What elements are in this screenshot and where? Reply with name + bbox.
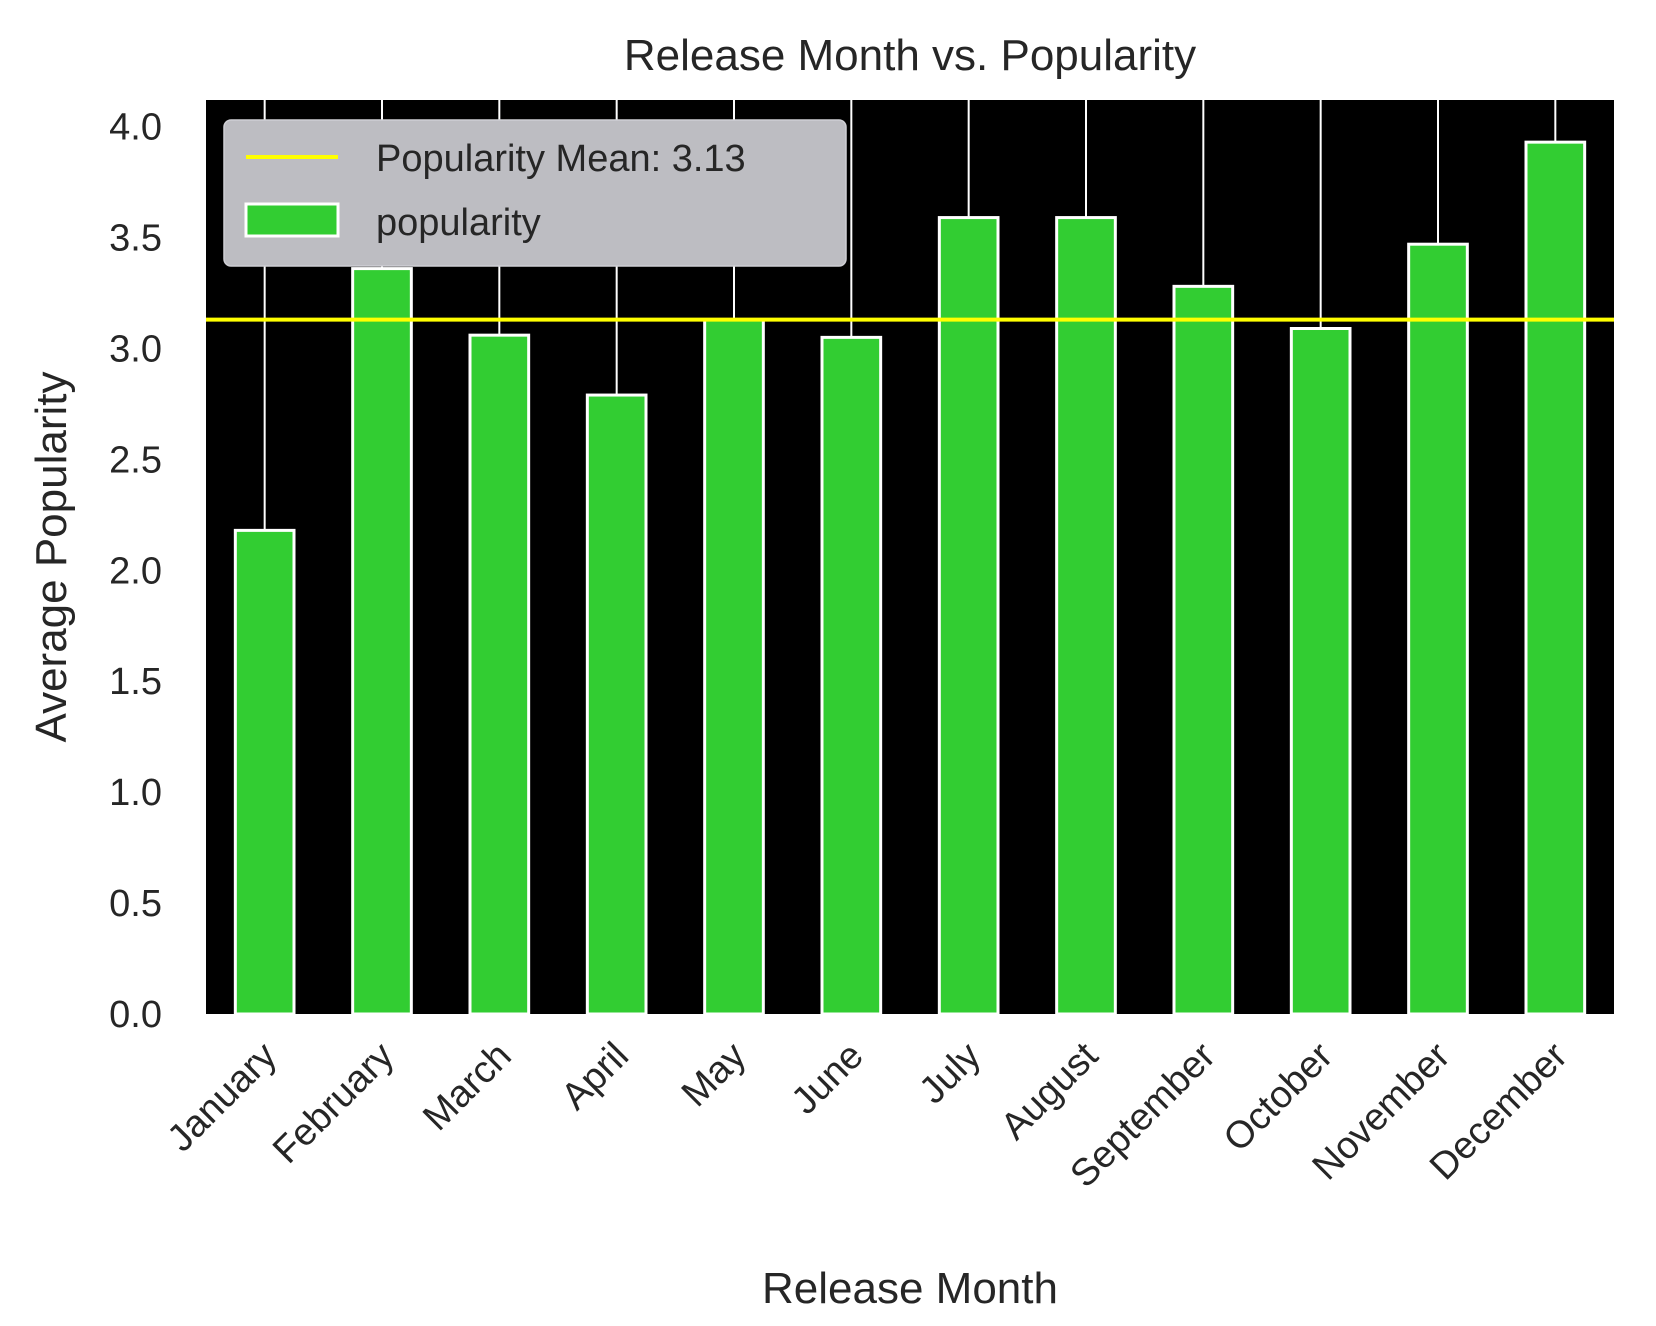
bar-may [703,318,765,1016]
bar-july [937,216,1000,1016]
x-tick-label: August [993,1034,1107,1148]
x-tick-label: April [554,1035,637,1118]
bar-february [351,267,413,1016]
y-tick-label: 2.5 [109,439,162,481]
y-tick-label: 1.0 [109,772,162,814]
legend-bar-label: popularity [376,202,541,244]
x-tick-label: May [674,1035,754,1115]
bar-january [233,528,296,1016]
x-tick-label: March [415,1035,519,1139]
y-tick-label: 4.0 [109,107,162,149]
y-tick-label: 3.5 [109,218,162,260]
y-tick-label: 0.0 [109,994,162,1036]
bar-june [820,335,883,1016]
legend-bar-swatch [244,202,340,238]
y-tick-label: 0.5 [109,883,162,925]
bar-april [585,393,648,1016]
legend-mean-label: Popularity Mean: 3.13 [376,138,746,180]
x-tick-label: June [784,1035,872,1123]
legend-box [223,119,847,267]
x-axis-label: Release Month [762,1264,1058,1313]
y-tick-label: 2.0 [109,550,162,592]
bar-september [1172,284,1235,1016]
x-tick-label: February [265,1035,402,1172]
y-tick-label: 3.0 [109,328,162,370]
bar-october [1289,327,1352,1016]
y-tick-label: 1.5 [109,661,162,703]
bar-december [1524,140,1587,1016]
bar-november [1407,242,1469,1016]
bars [233,140,1587,1016]
bar-august [1055,216,1117,1016]
x-tick-label: July [912,1035,989,1112]
bar-march [468,333,531,1016]
chart-title: Release Month vs. Popularity [624,31,1196,80]
legend: Popularity Mean: 3.13 popularity [223,119,847,267]
y-axis-label: Average Popularity [27,372,76,743]
y-tick-labels: 0.0 0.5 1.0 1.5 2.0 2.5 3.0 3.5 4.0 [109,107,162,1036]
